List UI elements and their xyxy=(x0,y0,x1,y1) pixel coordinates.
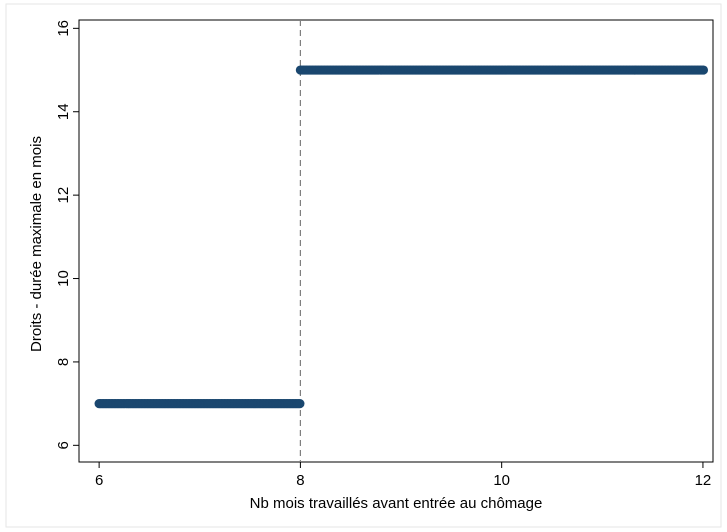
y-tick-label: 8 xyxy=(55,358,72,366)
y-tick-label: 14 xyxy=(55,103,72,120)
x-tick-label: 6 xyxy=(95,472,103,489)
y-tick-label: 6 xyxy=(55,441,72,449)
x-tick-label: 8 xyxy=(296,472,304,489)
y-axis-title: Droits - durée maximale en mois xyxy=(28,136,45,352)
y-axis: 6 8 10 12 14 16 xyxy=(55,20,79,449)
series-1 xyxy=(94,399,305,409)
series-2 xyxy=(295,65,709,75)
y-tick-label: 16 xyxy=(55,20,72,37)
y-tick-label: 10 xyxy=(55,270,72,287)
x-tick-label: 12 xyxy=(695,472,712,489)
x-axis: 6 8 10 12 xyxy=(95,462,711,489)
x-axis-title: Nb mois travaillés avant entrée au chôma… xyxy=(250,495,543,512)
data-point xyxy=(698,65,709,75)
plot-area xyxy=(78,19,714,463)
y-tick-label: 12 xyxy=(55,187,72,204)
marks-layer xyxy=(94,65,709,409)
plot-border xyxy=(78,19,714,463)
x-tick-label: 10 xyxy=(493,472,510,489)
data-point xyxy=(295,399,305,409)
